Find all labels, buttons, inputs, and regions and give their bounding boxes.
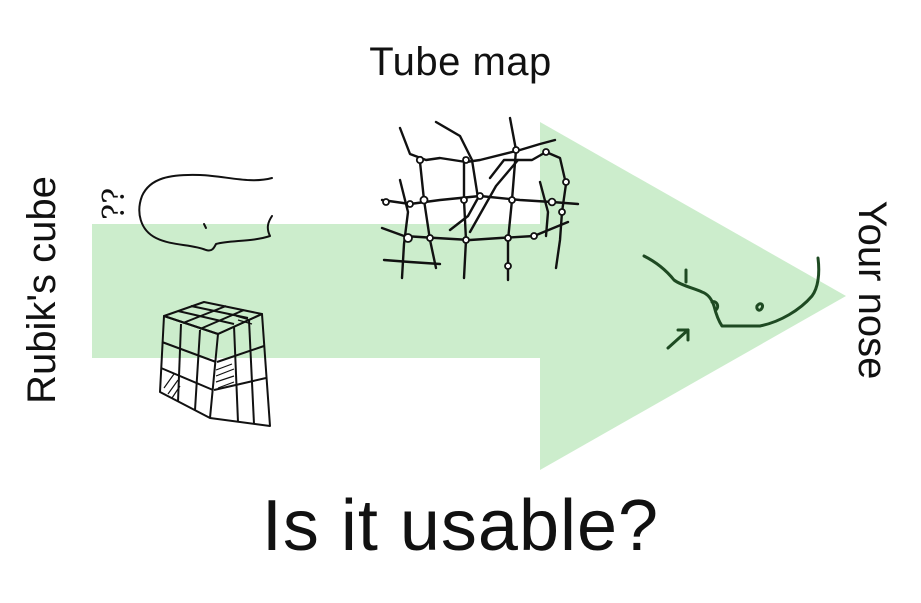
confused-head-sketch <box>138 173 273 252</box>
tube-map-label: Tube map <box>369 40 552 84</box>
tube-stations <box>382 146 570 270</box>
your-nose-label: Your nose <box>850 200 894 380</box>
nose-profile-sketch <box>642 254 821 350</box>
rubiks-cube-sketch <box>159 301 271 427</box>
is-it-usable-title: Is it usable? <box>261 486 660 566</box>
question-marks: ?? <box>97 188 132 220</box>
cube-shading <box>163 315 253 399</box>
rubiks-cube-label: Rubik's cube <box>20 176 64 404</box>
usability-arrow <box>92 122 846 470</box>
